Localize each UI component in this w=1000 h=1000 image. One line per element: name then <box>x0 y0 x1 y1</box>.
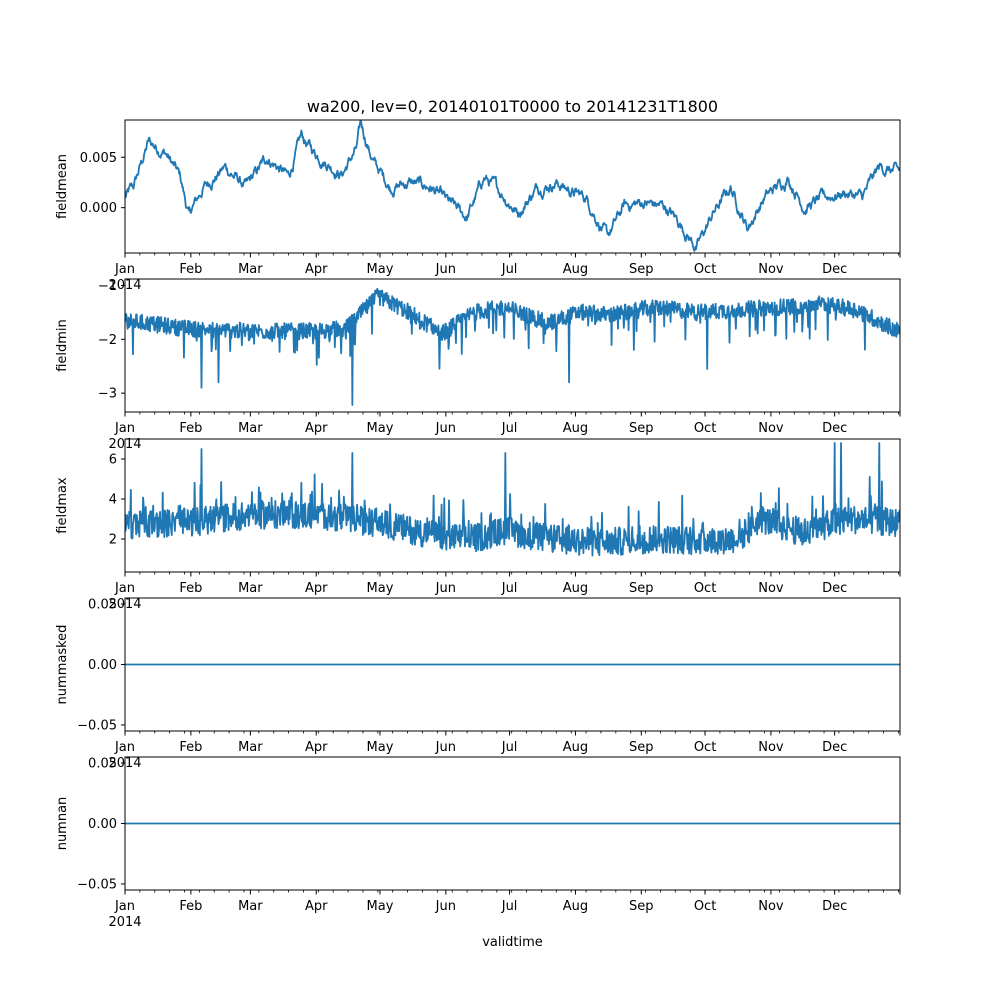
x-tick-label: Nov <box>758 740 784 755</box>
axes-frame <box>124 119 901 254</box>
y-tick-label: −0.05 <box>77 877 117 892</box>
x-tick-label: Apr <box>305 421 328 436</box>
subplot-nummasked: −0.05 0.00 0.05 nummasked Jan Feb Mar Apr May Jun… <box>55 597 901 771</box>
x-tick-label: Nov <box>758 899 784 914</box>
x-tick-label: Mar <box>238 421 263 436</box>
series-line-fieldmax <box>125 442 900 557</box>
chart-title: wa200, lev=0, 20140101T0000 to 20141231T… <box>307 97 718 116</box>
x-tick-label: Nov <box>758 421 784 436</box>
y-tick-label: 0.000 <box>80 201 117 216</box>
y-tick-label: 0.00 <box>88 817 117 832</box>
x-tick-label: Jul <box>501 421 518 436</box>
x-tick-label: Jan <box>114 421 135 436</box>
x-tick-label: May <box>367 262 394 277</box>
y-tick-label: −1 <box>98 279 117 294</box>
subplot-numnan: −0.05 0.00 0.05 numnan Jan Feb Mar Apr May Jun Jul… <box>55 756 901 950</box>
x-tick-label: Apr <box>305 740 328 755</box>
x-tick-label: Sep <box>629 262 654 277</box>
x-tick-label: Dec <box>822 740 847 755</box>
x-tick-label: Dec <box>822 899 847 914</box>
x-tick-label: Jan <box>114 262 135 277</box>
y-tick-label: 0.05 <box>88 598 117 613</box>
x-tick-label: Aug <box>563 421 588 436</box>
y-tick-label: −2 <box>98 333 117 348</box>
x-tick-label: Jun <box>435 262 456 277</box>
x-tick-label: Mar <box>238 581 263 596</box>
x-tick-label: Sep <box>629 581 654 596</box>
axes-frame <box>124 438 901 573</box>
x-tick-label: Jun <box>435 421 456 436</box>
x-tick-label: Feb <box>179 740 202 755</box>
y-axis-label: fieldmean <box>55 154 70 219</box>
x-tick-label: Oct <box>694 740 716 755</box>
x-tick-label: May <box>367 421 394 436</box>
x-tick-label: Jan <box>114 899 135 914</box>
x-tick-label: Jul <box>501 899 518 914</box>
y-axis-label: fieldmax <box>55 477 70 534</box>
x-tick-label: Oct <box>694 581 716 596</box>
series-line-fieldmean <box>125 120 900 252</box>
subplot-fieldmin: −3 −2 −1 fieldmin Jan Feb Mar Apr May Jun Jul Aug Se… <box>55 278 901 452</box>
x-tick-label: Oct <box>694 899 716 914</box>
subplot-fieldmean: 0.000 0.005 fieldmean Jan Feb Mar Apr May Jun Jul… <box>55 97 901 293</box>
x-tick-label: Aug <box>563 581 588 596</box>
y-tick-label: 4 <box>109 493 117 508</box>
x-tick-label: Mar <box>238 740 263 755</box>
axes-frame <box>124 278 901 413</box>
x-tick-label: May <box>367 581 394 596</box>
x-tick-label: Jun <box>435 899 456 914</box>
x-tick-label: Feb <box>179 899 202 914</box>
x-tick-label: Sep <box>629 899 654 914</box>
x-tick-label: Dec <box>822 262 847 277</box>
x-tick-label: Apr <box>305 581 328 596</box>
series-line-fieldmin <box>125 287 900 406</box>
x-tick-label: Aug <box>563 740 588 755</box>
x-axis-label: validtime <box>482 935 543 950</box>
x-tick-label: Feb <box>179 581 202 596</box>
x-tick-label: Jan <box>114 740 135 755</box>
y-axis-label: nummasked <box>55 625 70 705</box>
x-tick-label: Feb <box>179 262 202 277</box>
subplot-fieldmax: 2 4 6 fieldmax Jan Feb Mar Apr May Jun Jul Aug Sep Oc… <box>55 438 901 612</box>
x-tick-label: Apr <box>305 262 328 277</box>
y-axis-label: fieldmin <box>55 319 70 372</box>
x-tick-label: Oct <box>694 262 716 277</box>
x-tick-label: Aug <box>563 899 588 914</box>
y-axis-label: numnan <box>55 797 70 851</box>
x-tick-label: Jul <box>501 740 518 755</box>
x-tick-label: Mar <box>238 262 263 277</box>
x-tick-label: Jul <box>501 262 518 277</box>
y-tick-label: 0.05 <box>88 757 117 772</box>
x-year-label: 2014 <box>108 915 141 930</box>
x-tick-label: Nov <box>758 262 784 277</box>
x-tick-label: Dec <box>822 421 847 436</box>
x-tick-label: Jun <box>435 740 456 755</box>
x-tick-label: Dec <box>822 581 847 596</box>
x-tick-label: May <box>367 899 394 914</box>
x-tick-label: Nov <box>758 581 784 596</box>
x-tick-label: Jan <box>114 581 135 596</box>
x-tick-label: Mar <box>238 899 263 914</box>
y-tick-label: 0.00 <box>88 658 117 673</box>
y-tick-label: 6 <box>109 453 117 468</box>
x-tick-label: Jun <box>435 581 456 596</box>
x-tick-label: Jul <box>501 581 518 596</box>
x-tick-label: Sep <box>629 740 654 755</box>
x-tick-label: Sep <box>629 421 654 436</box>
x-tick-label: Feb <box>179 421 202 436</box>
x-tick-label: May <box>367 740 394 755</box>
y-tick-label: −0.05 <box>77 718 117 733</box>
y-tick-label: 0.005 <box>80 151 117 166</box>
y-tick-label: 2 <box>109 533 117 548</box>
y-tick-label: −3 <box>98 387 117 402</box>
x-tick-label: Aug <box>563 262 588 277</box>
x-tick-label: Oct <box>694 421 716 436</box>
x-tick-label: Apr <box>305 899 328 914</box>
